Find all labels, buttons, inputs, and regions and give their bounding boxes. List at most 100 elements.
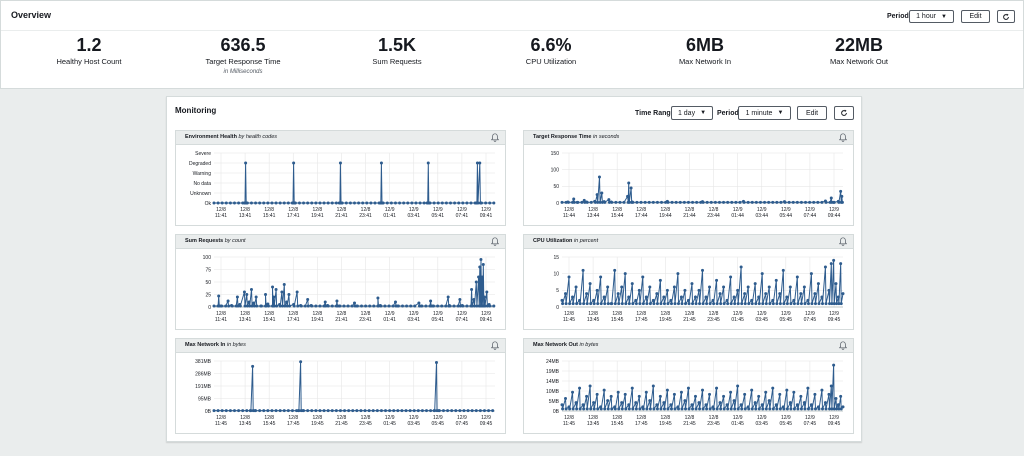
data-point [292, 161, 296, 165]
data-point [398, 201, 402, 205]
data-point [698, 407, 702, 411]
data-point [465, 304, 469, 308]
x-tick-label: 07:41 [456, 213, 469, 219]
data-point [224, 409, 228, 413]
data-point [623, 392, 627, 396]
data-point [665, 388, 669, 392]
bell-icon[interactable] [491, 133, 499, 142]
data-point [638, 302, 642, 306]
data-point [648, 285, 652, 289]
data-point [698, 302, 702, 306]
data-point [466, 409, 470, 413]
monitoring-edit-button[interactable]: Edit [797, 106, 827, 120]
x-tick-label: 05:41 [432, 317, 445, 323]
data-point [764, 407, 768, 411]
data-point [306, 201, 310, 205]
refresh-icon [1003, 13, 1009, 20]
monitoring-refresh-button[interactable] [834, 106, 854, 120]
data-point [418, 201, 422, 205]
bell-icon[interactable] [839, 237, 847, 246]
data-point [306, 304, 310, 308]
data-point [641, 407, 645, 411]
data-point [747, 407, 751, 411]
data-point [564, 292, 568, 296]
data-point [823, 265, 827, 269]
y-tick-label: No data [193, 181, 211, 187]
data-point [478, 161, 482, 165]
data-point [434, 360, 438, 364]
data-point [758, 200, 762, 204]
y-tick-label: 15 [553, 255, 559, 261]
monitoring-period-select[interactable]: 1 minute ▼ [738, 106, 791, 120]
data-point [474, 280, 478, 284]
data-point [840, 200, 844, 204]
data-point [680, 407, 684, 411]
chart-title: Sum Requests by count [185, 238, 246, 244]
bell-icon[interactable] [491, 341, 499, 350]
data-point [282, 283, 286, 286]
y-tick-label: 150 [551, 151, 560, 157]
data-point [673, 302, 677, 306]
data-point [679, 295, 683, 299]
data-point [824, 407, 828, 411]
data-point [757, 295, 761, 299]
bell-icon[interactable] [839, 341, 847, 350]
chart-panel-header: CPU Utilization in percent [524, 235, 853, 249]
data-point [820, 388, 824, 392]
data-point [292, 304, 296, 308]
data-point [458, 409, 462, 413]
data-point [560, 298, 564, 302]
data-point [761, 302, 765, 306]
data-point [405, 304, 409, 308]
x-tick-label: 12/8 [636, 311, 646, 317]
x-tick-label: 05:45 [780, 317, 793, 323]
data-point [835, 407, 839, 411]
x-tick-label: 01:45 [731, 317, 744, 323]
bell-icon[interactable] [839, 133, 847, 142]
data-point [837, 407, 841, 411]
data-point [609, 394, 613, 398]
data-point [371, 409, 375, 413]
data-point [453, 201, 457, 205]
refresh-button[interactable] [997, 10, 1015, 23]
period-select[interactable]: 1 hour ▼ [909, 10, 954, 23]
data-point [330, 304, 334, 308]
data-point [669, 298, 673, 302]
x-tick-label: 12/9 [781, 415, 791, 421]
x-tick-label: 12/8 [216, 415, 226, 421]
refresh-icon [841, 109, 847, 116]
data-point [705, 407, 709, 411]
x-tick-label: 11:44 [563, 213, 575, 219]
data-point [839, 394, 843, 398]
x-tick-label: 17:41 [287, 317, 300, 323]
chart-panel-sum-requests: Sum Requests by count 0 25 50 75 100 12/8 11:4… [175, 234, 506, 330]
data-point [491, 409, 495, 413]
x-tick-label: 12/8 [240, 207, 250, 213]
x-tick-label: 12/8 [709, 415, 719, 421]
bell-icon[interactable] [491, 237, 499, 246]
data-point [296, 304, 300, 308]
edit-button[interactable]: Edit [961, 10, 990, 23]
data-point [303, 304, 307, 308]
data-point [568, 407, 572, 411]
data-point [836, 403, 840, 407]
time-range-select[interactable]: 1 day ▼ [671, 106, 713, 120]
data-point [694, 302, 698, 306]
data-point [251, 364, 255, 368]
x-tick-label: 23:41 [359, 213, 372, 219]
data-point [588, 282, 592, 286]
chart-title-text: Max Network In [185, 342, 226, 348]
data-point [266, 409, 270, 413]
data-point [712, 302, 716, 306]
data-point [571, 390, 575, 394]
data-point [701, 388, 704, 392]
data-point [408, 409, 412, 413]
data-point [470, 409, 474, 413]
data-point [778, 407, 782, 411]
data-point [227, 304, 231, 308]
data-point [249, 409, 253, 413]
data-point [785, 407, 789, 411]
data-point [322, 201, 326, 205]
data-point [701, 407, 705, 411]
data-point [631, 200, 635, 204]
